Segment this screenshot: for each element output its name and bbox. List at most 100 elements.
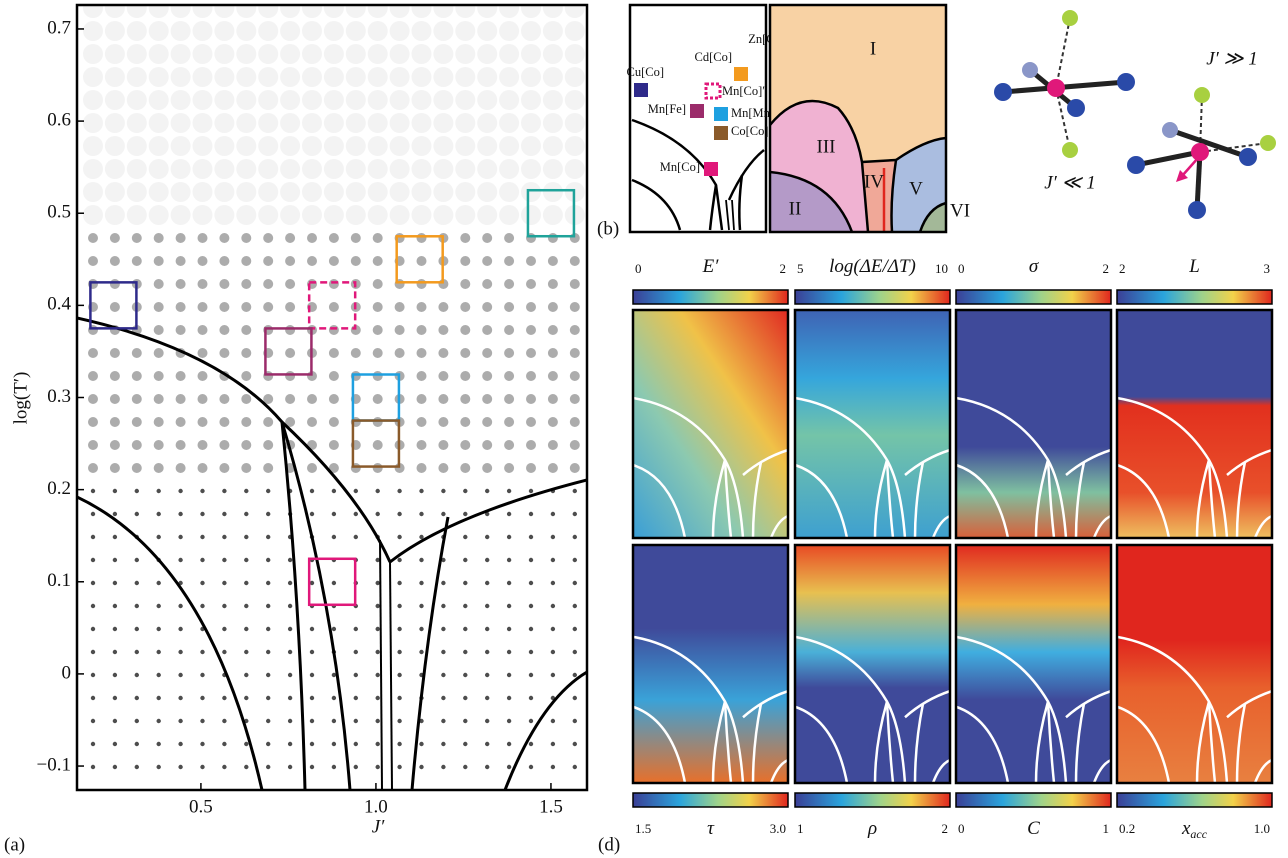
texture-dot: [310, 650, 314, 654]
texture-dot: [214, 159, 234, 179]
texture-dot: [529, 535, 533, 539]
texture-dot: [441, 765, 445, 769]
texture-dot: [154, 417, 164, 427]
texture-dot: [135, 604, 139, 608]
texture-dot: [397, 673, 401, 677]
legend-swatch: [714, 107, 728, 121]
texture-dot: [171, 90, 191, 110]
texture-dot: [441, 673, 445, 677]
panel-label: (b): [597, 218, 619, 239]
texture-dot: [504, 302, 514, 312]
texture-dot: [310, 512, 314, 516]
texture-dot: [91, 558, 95, 562]
texture-dot: [376, 650, 380, 654]
texture-dot: [288, 650, 292, 654]
texture-dot: [543, 136, 563, 156]
colorbar-min: 2: [1119, 261, 1126, 276]
texture-dot: [113, 489, 117, 493]
texture-dot: [521, 113, 541, 133]
texture-dot: [570, 348, 580, 358]
texture-dot: [438, 371, 448, 381]
texture-dot: [485, 696, 489, 700]
texture-dot: [551, 535, 555, 539]
regime-label: J′ ≫ 1: [1206, 48, 1257, 69]
texture-dot: [419, 489, 423, 493]
texture-dot: [176, 463, 186, 473]
texture-dot: [222, 512, 226, 516]
heatmap: [956, 545, 1111, 783]
texture-dot: [91, 627, 95, 631]
texture-dot: [485, 604, 489, 608]
texture-dot: [499, 182, 519, 202]
texture-dot: [222, 558, 226, 562]
texture-dot: [351, 233, 361, 243]
texture-dot: [573, 742, 577, 746]
texture-dot: [91, 650, 95, 654]
texture-dot: [310, 581, 314, 585]
texture-dot: [412, 205, 432, 225]
texture-dot: [132, 371, 142, 381]
texture-dot: [154, 371, 164, 381]
texture-dot: [263, 233, 273, 243]
texture-dot: [149, 205, 169, 225]
texture-dot: [236, 113, 256, 133]
texture-dot: [570, 325, 580, 335]
texture-dot: [258, 44, 278, 64]
legend-swatch: [690, 104, 704, 118]
texture-dot: [460, 371, 470, 381]
texture-dot: [258, 113, 278, 133]
texture-dot: [178, 604, 182, 608]
texture-dot: [390, 90, 410, 110]
texture-dot: [570, 302, 580, 312]
texture-dot: [135, 765, 139, 769]
atom: [1162, 122, 1178, 138]
texture-dot: [368, 136, 388, 156]
texture-dot: [417, 394, 427, 404]
heatmap: [956, 310, 1111, 538]
texture-dot: [110, 417, 120, 427]
texture-dot: [329, 256, 339, 266]
texture-dot: [198, 325, 208, 335]
texture-dot: [376, 696, 380, 700]
texture-dot: [433, 44, 453, 64]
texture-dot: [280, 44, 300, 64]
texture-dot: [110, 233, 120, 243]
texture-dot: [154, 233, 164, 243]
texture-dot: [241, 463, 251, 473]
texture-dot: [376, 604, 380, 608]
texture-dot: [91, 604, 95, 608]
texture-dot: [573, 765, 577, 769]
texture-dot: [419, 604, 423, 608]
heatmap: [633, 310, 788, 538]
texture-dot: [499, 113, 519, 133]
texture-dot: [573, 535, 577, 539]
texture-dot: [548, 256, 558, 266]
texture-dot: [455, 67, 475, 87]
texture-dot: [570, 279, 580, 289]
texture-dot: [193, 90, 213, 110]
texture-dot: [219, 279, 229, 289]
texture-dot: [288, 673, 292, 677]
texture-dot: [463, 742, 467, 746]
texture-dot: [543, 44, 563, 64]
heatmap: [1117, 545, 1272, 783]
texture-dot: [154, 325, 164, 335]
colorbar-min: 0: [635, 261, 642, 276]
texture-dot: [157, 627, 161, 631]
texture-dot: [171, 182, 191, 202]
texture-dot: [154, 463, 164, 473]
texture-dot: [91, 489, 95, 493]
texture-dot: [499, 159, 519, 179]
legend-swatch: [734, 67, 748, 81]
texture-dot: [397, 604, 401, 608]
texture-dot: [482, 279, 492, 289]
texture-dot: [485, 535, 489, 539]
texture-dot: [548, 348, 558, 358]
texture-dot: [266, 696, 270, 700]
texture-dot: [529, 765, 533, 769]
texture-dot: [438, 417, 448, 427]
texture-dot: [419, 765, 423, 769]
texture-dot: [127, 159, 147, 179]
texture-dot: [346, 90, 366, 110]
texture-dot: [113, 696, 117, 700]
